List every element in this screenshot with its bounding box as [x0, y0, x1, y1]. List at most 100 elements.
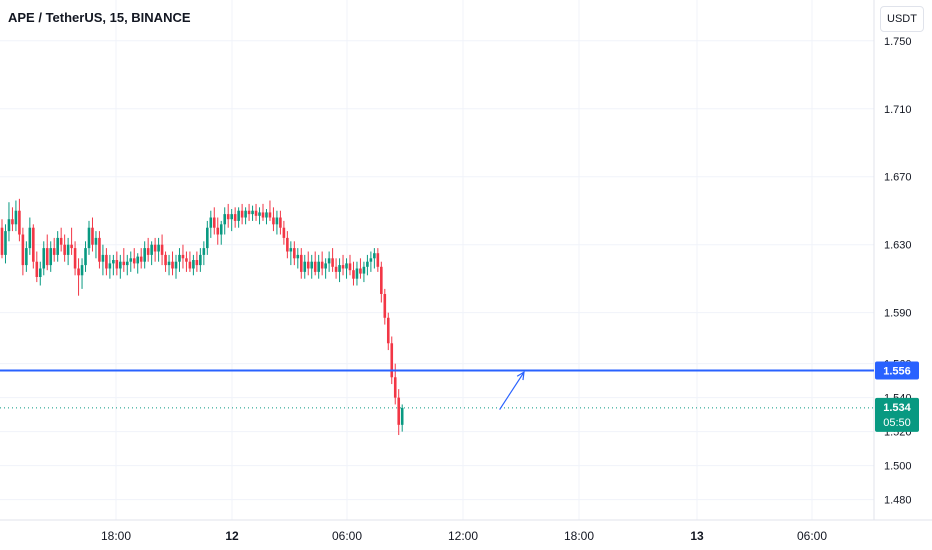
candle-body: [331, 258, 334, 267]
candle: [265, 209, 268, 225]
candle-body: [352, 270, 355, 279]
candle-body: [202, 248, 206, 255]
candle: [45, 234, 49, 271]
candle-body: [129, 258, 133, 262]
candle-body: [25, 248, 28, 266]
candle-body: [230, 214, 233, 220]
candle-body: [18, 210, 21, 235]
candle: [279, 210, 282, 235]
candle: [293, 241, 296, 266]
price-tick-label: 1.480: [884, 495, 912, 507]
candle: [70, 227, 73, 255]
candle-body: [293, 248, 296, 259]
candle: [56, 231, 59, 262]
candle-body: [313, 261, 317, 272]
candle: [139, 248, 143, 269]
candle-body: [390, 343, 394, 378]
candle-body: [303, 261, 307, 272]
time-axis[interactable]: 18:00 12 06:00 12:00 18:00 13 06:00: [101, 529, 827, 543]
candle-body: [268, 212, 272, 218]
candle: [254, 203, 258, 221]
candle: [136, 253, 140, 274]
candle: [400, 404, 404, 432]
candle: [230, 209, 233, 232]
candle: [338, 258, 341, 283]
candle: [362, 261, 366, 283]
candle-body: [282, 227, 286, 238]
candle: [125, 254, 129, 276]
candle-body: [188, 261, 192, 269]
candle-body: [226, 214, 230, 220]
candle: [286, 231, 289, 259]
candle-body: [146, 248, 150, 255]
last-price-label: 1.534: [883, 402, 911, 414]
candle: [77, 258, 80, 296]
candle: [129, 251, 133, 272]
price-tick-label: 1.710: [884, 104, 912, 116]
candle-body: [185, 258, 188, 262]
candle-body: [101, 254, 105, 262]
candle: [35, 251, 39, 283]
candle-body: [91, 227, 94, 245]
candle-body: [334, 266, 338, 272]
candle: [366, 254, 369, 276]
candle-body: [376, 253, 380, 267]
candle-body: [115, 260, 119, 269]
price-tick-label: 1.630: [884, 240, 912, 252]
candle-body: [317, 261, 320, 272]
candle: [91, 217, 94, 252]
candle-body: [400, 407, 404, 425]
candle: [21, 227, 25, 276]
candle-body: [32, 227, 35, 262]
candle: [63, 234, 66, 262]
candle: [11, 207, 14, 232]
candle: [355, 261, 359, 286]
candle-body: [66, 244, 70, 255]
candle-body: [338, 265, 341, 272]
candle: [143, 241, 146, 269]
candle-body: [299, 254, 303, 272]
candle: [157, 237, 160, 262]
candle-body: [105, 254, 108, 269]
candle-body: [63, 244, 66, 255]
candle-body: [345, 263, 348, 269]
candle-body: [369, 258, 373, 262]
candle: [108, 254, 112, 279]
candle-body: [212, 217, 216, 228]
symbol-title[interactable]: APE / TetherUS, 15, BINANCE: [8, 10, 191, 25]
candle-body: [383, 293, 387, 318]
candle: [299, 248, 303, 279]
candle-body: [286, 237, 289, 252]
currency-button[interactable]: USDT: [880, 6, 924, 32]
candle-body: [265, 212, 268, 218]
candle-body: [21, 234, 25, 266]
candle-body: [251, 210, 254, 215]
candle: [272, 207, 275, 232]
candle: [18, 198, 21, 242]
candle: [167, 254, 171, 276]
price-tick-label: 1.750: [884, 36, 912, 48]
candle: [52, 237, 56, 262]
candle-body: [87, 227, 91, 249]
candle-body: [386, 317, 390, 344]
candle-body: [233, 214, 237, 221]
trend-arrow[interactable]: [499, 371, 525, 410]
candle: [94, 231, 98, 259]
candle-body: [45, 248, 49, 266]
candle-body: [122, 261, 126, 266]
candle: [209, 210, 213, 238]
candle: [4, 224, 7, 264]
candle: [101, 244, 105, 276]
candle-body: [327, 258, 331, 264]
time-tick-label: 18:00: [101, 529, 131, 543]
candle-body: [306, 261, 310, 269]
candle: [185, 251, 188, 272]
candle: [373, 248, 376, 269]
candle: [38, 261, 42, 286]
price-axis[interactable]: 1.7501.7101.6701.6301.5901.5001.4801.560…: [884, 36, 912, 507]
candle: [233, 207, 237, 228]
candle-body: [0, 227, 4, 255]
candle-body: [38, 268, 42, 277]
candle-body: [244, 210, 247, 218]
